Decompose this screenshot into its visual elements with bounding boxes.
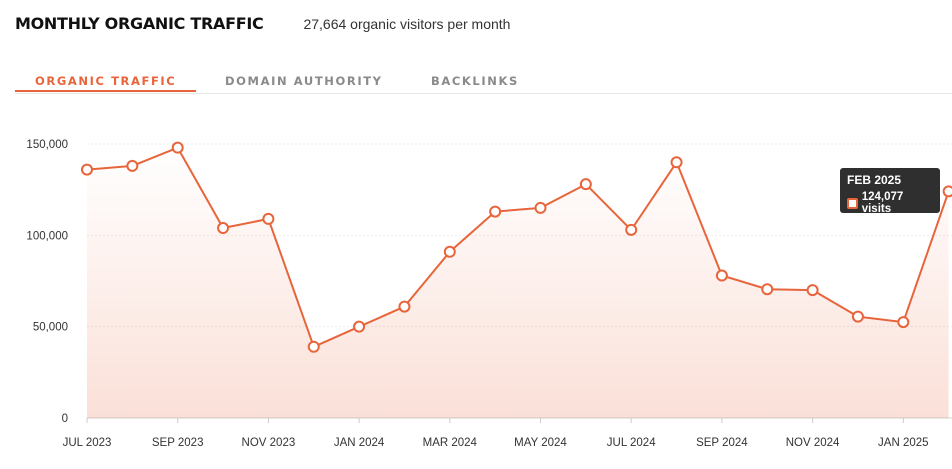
x-tick-label: SEP 2023 <box>152 437 204 449</box>
tooltip-value: 124,077 visits <box>861 191 904 215</box>
x-tick-label: SEP 2024 <box>696 437 748 449</box>
data-point[interactable] <box>625 223 638 236</box>
x-tick-label: NOV 2023 <box>242 437 296 449</box>
y-tick-label: 50,000 <box>33 322 68 334</box>
y-tick-label: 150,000 <box>26 139 68 151</box>
data-point[interactable] <box>806 284 819 297</box>
data-point[interactable] <box>262 212 275 225</box>
tab-backlinks[interactable]: BACKLINKS <box>431 74 519 88</box>
data-point[interactable] <box>398 300 411 313</box>
data-point[interactable] <box>715 269 728 282</box>
data-point[interactable] <box>534 201 547 214</box>
x-tick-label: JAN 2024 <box>334 437 385 449</box>
data-point[interactable] <box>217 222 230 235</box>
data-point[interactable] <box>307 340 320 353</box>
traffic-area-fill <box>87 147 949 418</box>
x-tick-label: JUL 2024 <box>607 437 656 449</box>
tooltip-series-swatch <box>847 197 858 209</box>
data-point[interactable] <box>443 245 456 258</box>
y-tick-label: 0 <box>62 413 68 425</box>
tooltip-month: FEB 2025 <box>847 173 902 187</box>
data-tooltip: FEB 2025 124,077 visits <box>840 168 940 215</box>
data-point[interactable] <box>81 163 93 176</box>
y-tick-label: 100,000 <box>26 230 68 242</box>
chart-title: MONTHLY ORGANIC TRAFFIC <box>15 14 264 33</box>
x-tick-label: MAY 2024 <box>514 437 567 449</box>
tab-domain-authority[interactable]: DOMAIN AUTHORITY <box>225 74 383 88</box>
x-tick-label: NOV 2024 <box>786 437 840 449</box>
traffic-line <box>86 146 950 348</box>
data-point[interactable] <box>761 283 774 296</box>
tab-organic-traffic[interactable]: ORGANIC TRAFFIC <box>15 74 197 92</box>
data-point[interactable] <box>353 320 366 333</box>
data-point[interactable] <box>897 316 910 329</box>
data-point[interactable] <box>670 156 683 169</box>
x-tick-label: JAN 2025 <box>878 437 929 449</box>
data-point[interactable] <box>579 178 592 191</box>
x-tick-label: JUL 2023 <box>63 437 112 449</box>
metric-tabs: ORGANIC TRAFFIC DOMAIN AUTHORITY BACKLIN… <box>15 74 952 94</box>
data-point[interactable] <box>942 185 952 198</box>
visitors-summary: 27,664 organic visitors per month <box>303 16 511 32</box>
data-point[interactable] <box>126 159 139 172</box>
data-point[interactable] <box>489 205 502 218</box>
chart-header: MONTHLY ORGANIC TRAFFIC 27,664 organic v… <box>15 14 510 33</box>
data-point[interactable] <box>851 310 864 323</box>
data-point[interactable] <box>171 141 184 154</box>
x-tick-label: MAR 2024 <box>423 437 478 449</box>
